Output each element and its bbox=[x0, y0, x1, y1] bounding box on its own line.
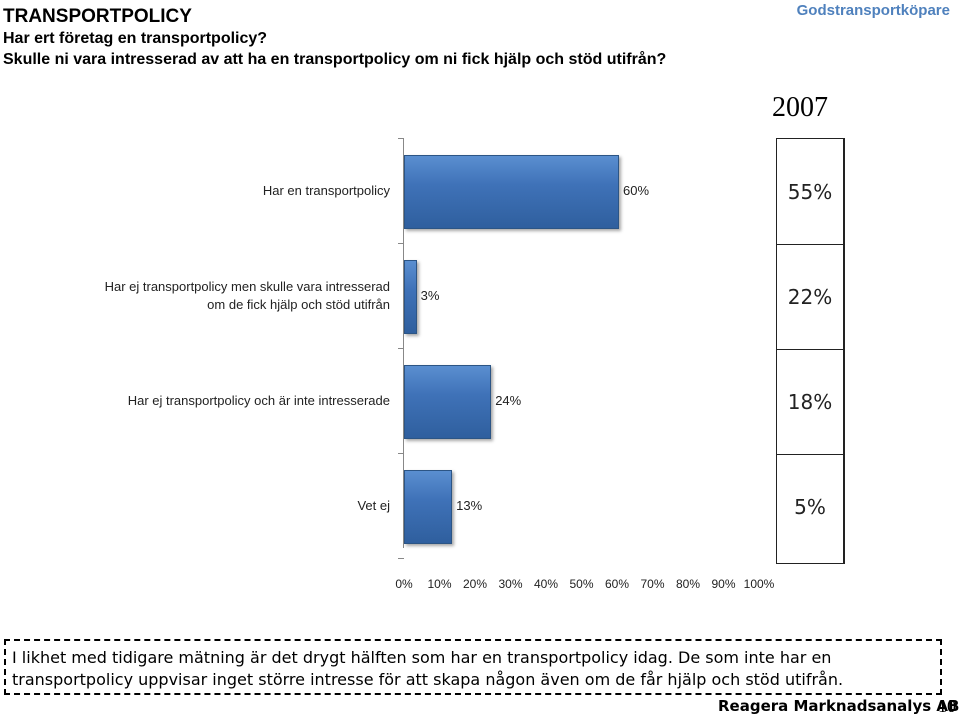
y-axis-line bbox=[403, 138, 404, 548]
x-tick-label: 90% bbox=[711, 577, 736, 591]
bar-value-label: 13% bbox=[456, 497, 483, 513]
comparison-divider bbox=[777, 349, 843, 350]
category-label: Har ej transportpolicy och är inte intre… bbox=[128, 392, 390, 410]
category-label: Har ej transportpolicy men skulle vara i… bbox=[105, 278, 390, 314]
brand-label: Godstransportköpare bbox=[796, 2, 950, 19]
footer-brand: Reagera Marknadsanalys AB bbox=[718, 697, 960, 715]
x-tick-label: 0% bbox=[395, 577, 413, 591]
y-axis-tick bbox=[398, 243, 404, 244]
bar-0 bbox=[404, 154, 619, 229]
x-tick-label: 50% bbox=[569, 577, 594, 591]
bar-value-label: 60% bbox=[623, 182, 650, 198]
note-text: I likhet med tidigare mätning är det dry… bbox=[12, 648, 844, 689]
category-label-line: Har ej transportpolicy men skulle vara i… bbox=[104, 278, 390, 294]
category-label: Vet ej bbox=[357, 497, 390, 515]
y-axis-tick bbox=[398, 138, 404, 139]
page-title: TRANSPORTPOLICY bbox=[3, 6, 192, 27]
bar-2 bbox=[404, 364, 492, 439]
x-tick-label: 70% bbox=[640, 577, 665, 591]
comparison-divider bbox=[777, 244, 843, 245]
bar-value-label: 24% bbox=[495, 392, 522, 408]
category-label-line: Vet ej bbox=[357, 497, 390, 513]
comparison-divider bbox=[777, 454, 843, 455]
comparison-value: 22% bbox=[787, 284, 833, 309]
bar-3 bbox=[404, 469, 453, 544]
x-tick-label: 40% bbox=[533, 577, 559, 591]
question-1: Har ert företag en transportpolicy? bbox=[3, 30, 268, 47]
comparison-value: 5% bbox=[794, 494, 826, 519]
x-tick-label: 20% bbox=[462, 577, 488, 591]
note-box bbox=[4, 639, 942, 695]
y-axis-tick bbox=[398, 348, 404, 349]
page-number: 10 bbox=[938, 696, 956, 716]
x-tick-label: 30% bbox=[498, 577, 523, 591]
y-axis-tick bbox=[398, 558, 404, 559]
category-label-line: Har ej transportpolicy och är inte intre… bbox=[127, 392, 390, 408]
comparison-value: 55% bbox=[787, 179, 833, 204]
question-2: Skulle ni vara intresserad av att ha en … bbox=[3, 51, 667, 68]
category-label: Har en transportpolicy bbox=[263, 182, 390, 200]
category-label-line: Har en transportpolicy bbox=[262, 182, 390, 198]
x-tick-label: 80% bbox=[675, 577, 701, 591]
y-axis-tick bbox=[398, 453, 404, 454]
x-tick-label: 10% bbox=[427, 577, 452, 591]
title-block: TRANSPORTPOLICY Har ert företag en trans… bbox=[3, 6, 666, 70]
bar-value-label: 3% bbox=[420, 287, 440, 303]
category-label-line: om de fick hjälp och stöd utifrån bbox=[207, 296, 390, 312]
bar-1 bbox=[404, 259, 417, 334]
comparison-box: 55% 22% 18% 5% bbox=[776, 138, 845, 564]
x-tick-label: 100% bbox=[743, 577, 775, 591]
comparison-value: 18% bbox=[787, 389, 833, 414]
x-tick-label: 60% bbox=[604, 577, 630, 591]
comparison-year: 2007 bbox=[772, 92, 828, 123]
